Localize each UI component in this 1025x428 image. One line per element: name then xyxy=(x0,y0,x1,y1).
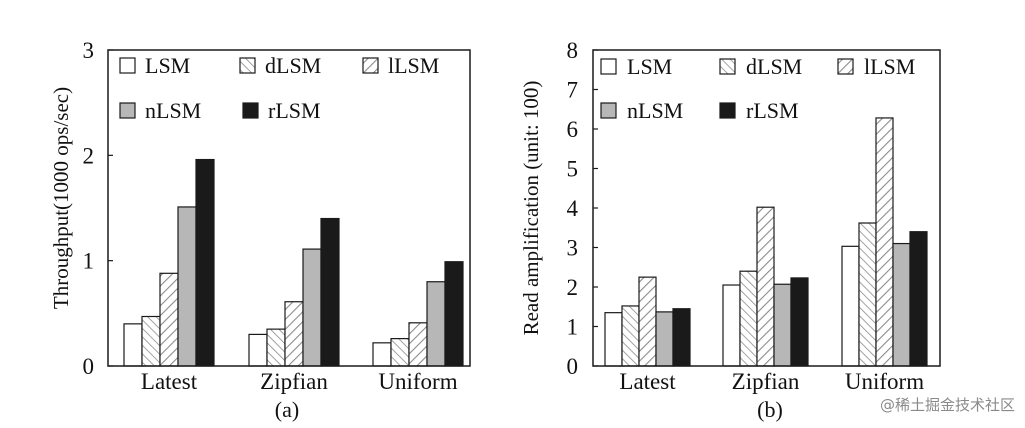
bar-nlsm-zipfian xyxy=(302,248,322,367)
bar-nlsm-zipfian xyxy=(773,283,792,367)
bar-llsm-zipfian xyxy=(284,301,304,367)
y-tick-label: 1 xyxy=(567,315,579,340)
figure-caption: (b) xyxy=(757,397,783,422)
bar-nlsm-latest xyxy=(655,311,674,367)
bar-rlsm-uniform xyxy=(909,231,928,367)
legend-label-nlsm: nLSM xyxy=(145,98,201,123)
watermark: @稀土掘金技术社区 xyxy=(880,396,1015,414)
chart-panel-read-amplification: Read amplification (unit: 100) 0 1 2 3 4 5 6 7 8… xyxy=(519,38,941,422)
y-tick-label: 7 xyxy=(567,78,579,103)
y-tick-label: 8 xyxy=(567,38,579,63)
bar-lsm-latest xyxy=(123,323,143,367)
legend-swatch-lsm xyxy=(600,58,617,75)
bar-rlsm-zipfian xyxy=(320,217,340,367)
category-label: Uniform xyxy=(845,369,924,394)
chart-panel-throughput: Throughput(1000 ops/sec) 0 1 2 3 LSM dLSM lLS… xyxy=(49,38,471,422)
legend-label-dlsm: dLSM xyxy=(265,53,321,78)
y-tick-label: 2 xyxy=(567,275,579,300)
y-tick-label: 3 xyxy=(567,236,579,261)
legend-swatch-dlsm xyxy=(239,57,256,74)
y-tick-label: 2 xyxy=(83,143,95,168)
category-labels: Latest Zipfian Uniform xyxy=(141,369,458,394)
legend-label-dlsm: dLSM xyxy=(746,54,802,79)
bar-nlsm-latest xyxy=(177,206,197,367)
bar-llsm-zipfian xyxy=(756,206,775,367)
y-tick-label: 4 xyxy=(567,196,579,221)
bar-series xyxy=(604,117,928,367)
category-label: Uniform xyxy=(378,369,457,394)
bar-dlsm-zipfian xyxy=(266,328,286,367)
legend-label-llsm: lLSM xyxy=(864,54,915,79)
bar-lsm-zipfian xyxy=(248,333,268,367)
bar-nlsm-uniform xyxy=(892,242,911,367)
legend-label-rlsm: rLSM xyxy=(268,98,321,123)
y-axis-label: Throughput(1000 ops/sec) xyxy=(49,87,73,309)
y-tick-label: 3 xyxy=(83,38,95,63)
category-label: Zipfian xyxy=(260,369,328,394)
bar-rlsm-zipfian xyxy=(790,277,809,367)
y-tick-label: 1 xyxy=(83,249,95,274)
bar-dlsm-uniform xyxy=(858,222,877,367)
category-labels: Latest Zipfian Uniform xyxy=(619,369,924,394)
bar-dlsm-zipfian xyxy=(739,270,758,367)
y-tick-label: 6 xyxy=(567,117,579,142)
legend-label-lsm: LSM xyxy=(627,54,672,79)
legend-swatch-nlsm xyxy=(119,102,136,119)
y-axis-label: Read amplification (unit: 100) xyxy=(519,81,543,336)
bar-llsm-uniform xyxy=(408,322,428,367)
legend-swatch-nlsm xyxy=(600,102,617,119)
bar-lsm-zipfian xyxy=(722,284,741,367)
bar-dlsm-uniform xyxy=(390,338,410,367)
bar-rlsm-latest xyxy=(195,158,215,367)
plot-frame xyxy=(107,49,471,367)
legend: LSM dLSM lLSM nLSM rLSM xyxy=(119,53,439,123)
bar-dlsm-latest xyxy=(621,305,640,367)
bar-lsm-latest xyxy=(604,312,623,367)
bar-lsm-uniform xyxy=(372,342,392,367)
category-label: Zipfian xyxy=(732,369,800,394)
legend-swatch-rlsm xyxy=(719,102,736,119)
plot-frame xyxy=(592,49,941,367)
y-tick-label: 0 xyxy=(83,354,95,379)
category-label: Latest xyxy=(141,369,198,394)
legend-swatch-dlsm xyxy=(719,58,736,75)
bar-rlsm-uniform xyxy=(444,261,464,367)
legend-swatch-lsm xyxy=(119,57,136,74)
legend-label-rlsm: rLSM xyxy=(746,98,799,123)
y-tick-label: 0 xyxy=(567,354,579,379)
legend-swatch-llsm xyxy=(837,58,854,75)
y-tick-label: 5 xyxy=(567,157,579,182)
legend: LSM dLSM lLSM nLSM rLSM xyxy=(600,54,915,123)
bar-llsm-uniform xyxy=(875,117,894,367)
category-label: Latest xyxy=(619,369,676,394)
y-tick-labels: 0 1 2 3 4 5 6 7 8 xyxy=(567,38,598,379)
figure-caption: (a) xyxy=(275,397,299,422)
bar-dlsm-latest xyxy=(141,315,161,367)
legend-swatch-rlsm xyxy=(242,102,259,119)
bar-llsm-latest xyxy=(638,276,657,367)
legend-label-llsm: lLSM xyxy=(388,53,439,78)
bar-rlsm-latest xyxy=(672,308,691,367)
bar-lsm-uniform xyxy=(841,245,860,367)
legend-label-lsm: LSM xyxy=(145,53,190,78)
bar-nlsm-uniform xyxy=(426,281,446,367)
legend-swatch-llsm xyxy=(362,57,379,74)
bar-series xyxy=(123,158,464,367)
bar-llsm-latest xyxy=(159,272,179,367)
legend-label-nlsm: nLSM xyxy=(627,98,683,123)
